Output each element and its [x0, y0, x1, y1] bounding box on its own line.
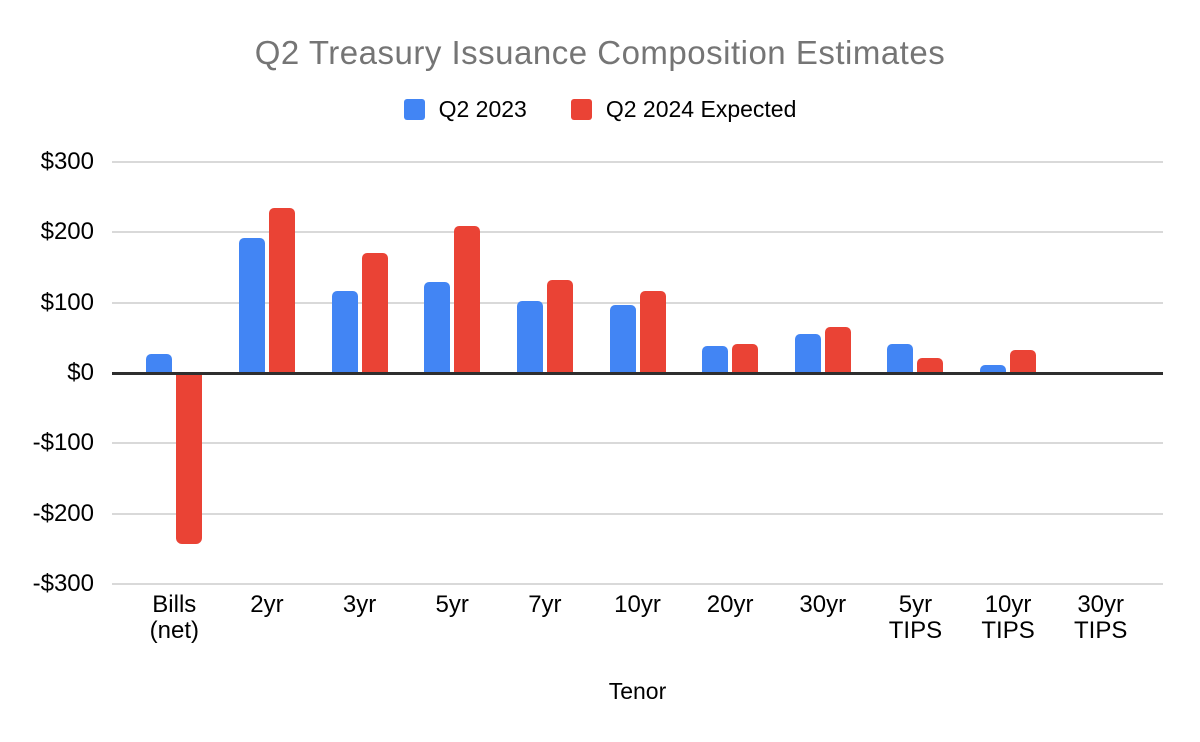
x-axis-line: [112, 371, 1163, 375]
y-tick-label: $200: [40, 218, 94, 246]
x-tick-label: 2yr: [250, 591, 284, 618]
bar: [824, 326, 851, 373]
bar: [702, 346, 729, 373]
legend: Q2 2023 Q2 2024 Expected: [0, 96, 1200, 123]
y-tick-label: -$200: [32, 499, 94, 527]
y-tick-label: -$100: [32, 429, 94, 457]
bar: [146, 354, 173, 373]
legend-item: Q2 2024 Expected: [570, 96, 797, 123]
chart-title: Q2 Treasury Issuance Composition Estimat…: [254, 34, 946, 71]
x-tick-label: Bills (net): [149, 591, 199, 644]
x-tick-label: 7yr: [528, 591, 562, 618]
x-tick-label: 5yr: [435, 591, 469, 618]
bar: [732, 344, 759, 373]
y-tick-label: $0: [67, 359, 94, 386]
bar: [268, 207, 295, 373]
bar: [794, 334, 821, 373]
x-tick-label: 20yr: [706, 591, 754, 618]
legend-color-swatch: [403, 99, 425, 120]
gridline: [112, 301, 1163, 304]
gridline: [112, 161, 1163, 163]
legend-label: Q2 2024 Expected: [605, 96, 797, 122]
gridline: [112, 442, 1163, 445]
x-tick-label: 3yr: [342, 591, 377, 618]
bar: [887, 344, 914, 373]
x-axis-title: Tenor: [608, 678, 667, 704]
bar: [980, 364, 1007, 373]
x-tick-label: 30yr: [799, 591, 847, 618]
bar: [609, 304, 636, 373]
bar: [546, 280, 573, 373]
gridline: [112, 583, 1163, 585]
y-tick-label: -$300: [32, 570, 94, 597]
legend-item: Q2 2023: [403, 96, 527, 123]
x-tick-label: 30yr TIPS: [1074, 591, 1128, 644]
legend-label: Q2 2023: [438, 96, 527, 122]
bar: [639, 290, 666, 373]
gridline: [112, 512, 1163, 515]
y-tick-label: $100: [40, 288, 94, 316]
y-tick-label: $300: [40, 148, 94, 175]
bar: [331, 290, 358, 373]
x-tick-label: 5yr TIPS: [888, 591, 943, 644]
bar: [361, 252, 388, 373]
bar: [454, 226, 481, 373]
bar: [238, 237, 265, 373]
x-tick-label: 10yr: [614, 591, 661, 618]
legend-color-swatch: [570, 99, 592, 120]
bar: [176, 373, 203, 544]
x-tick-label: 10yr TIPS: [981, 591, 1035, 644]
gridline: [112, 231, 1163, 234]
bar: [424, 282, 451, 373]
bar: [516, 300, 543, 373]
bar: [917, 358, 944, 373]
bar: [1010, 350, 1037, 373]
